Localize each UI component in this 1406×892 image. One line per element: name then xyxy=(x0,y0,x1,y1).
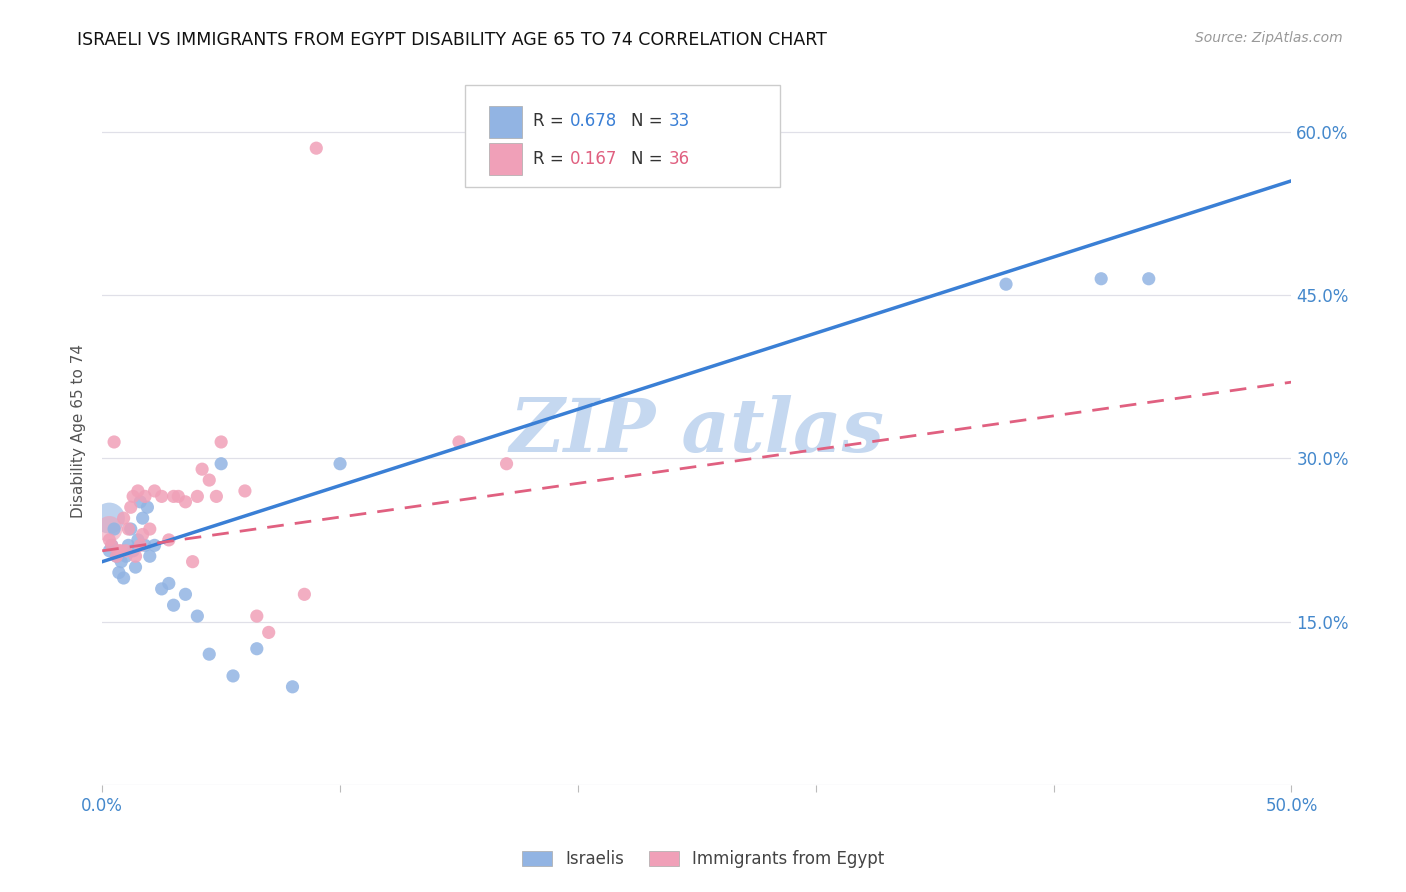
Text: R =: R = xyxy=(533,112,568,130)
Point xyxy=(162,598,184,612)
Text: 36: 36 xyxy=(668,150,689,168)
Y-axis label: Disability Age 65 to 74: Disability Age 65 to 74 xyxy=(72,344,86,518)
Point xyxy=(222,669,245,683)
Point xyxy=(305,141,328,155)
Point xyxy=(143,483,166,498)
Point xyxy=(209,434,232,449)
Point xyxy=(134,489,156,503)
Point xyxy=(110,543,132,558)
Point xyxy=(124,549,146,564)
Point xyxy=(246,641,269,656)
Point xyxy=(124,560,146,574)
Point xyxy=(139,549,162,564)
Point xyxy=(127,533,149,547)
Point xyxy=(129,495,152,509)
Point xyxy=(209,457,232,471)
Point xyxy=(131,527,153,541)
Text: 33: 33 xyxy=(668,112,689,130)
Point xyxy=(447,434,470,449)
Point xyxy=(98,533,121,547)
Point xyxy=(108,543,131,558)
Point xyxy=(186,489,208,503)
Point xyxy=(117,522,139,536)
Point xyxy=(103,522,125,536)
FancyBboxPatch shape xyxy=(489,106,522,137)
Point xyxy=(108,566,131,580)
Point xyxy=(995,277,1018,292)
Point xyxy=(157,576,180,591)
Point xyxy=(105,549,128,564)
Point xyxy=(257,625,280,640)
Point xyxy=(157,533,180,547)
Point xyxy=(120,522,142,536)
Point xyxy=(198,473,221,487)
Point xyxy=(174,495,197,509)
Text: Source: ZipAtlas.com: Source: ZipAtlas.com xyxy=(1195,31,1343,45)
Point xyxy=(103,434,125,449)
Text: N =: N = xyxy=(631,150,668,168)
Text: 0.167: 0.167 xyxy=(569,150,617,168)
Point xyxy=(122,543,145,558)
Point xyxy=(100,538,122,552)
Text: ISRAELI VS IMMIGRANTS FROM EGYPT DISABILITY AGE 65 TO 74 CORRELATION CHART: ISRAELI VS IMMIGRANTS FROM EGYPT DISABIL… xyxy=(77,31,827,49)
Point xyxy=(98,543,121,558)
Point xyxy=(198,647,221,661)
Text: N =: N = xyxy=(631,112,668,130)
Point xyxy=(329,457,352,471)
Point xyxy=(120,500,142,515)
Text: ZIP atlas: ZIP atlas xyxy=(509,395,884,467)
Point xyxy=(115,549,138,564)
Point xyxy=(495,457,517,471)
Point xyxy=(186,609,208,624)
Point xyxy=(143,538,166,552)
Point xyxy=(174,587,197,601)
Point xyxy=(150,582,173,596)
Point xyxy=(117,538,139,552)
Point xyxy=(105,549,128,564)
Point xyxy=(110,555,132,569)
Point xyxy=(246,609,269,624)
Text: 0.678: 0.678 xyxy=(569,112,617,130)
Point xyxy=(181,555,204,569)
Text: R =: R = xyxy=(533,150,568,168)
Legend: Israelis, Immigrants from Egypt: Israelis, Immigrants from Egypt xyxy=(515,844,891,875)
Point xyxy=(281,680,304,694)
Point xyxy=(127,483,149,498)
Point xyxy=(115,543,138,558)
Point xyxy=(100,538,122,552)
FancyBboxPatch shape xyxy=(489,144,522,175)
Point xyxy=(131,511,153,525)
Point xyxy=(134,538,156,552)
Point xyxy=(98,511,121,525)
Point xyxy=(136,500,159,515)
Point xyxy=(162,489,184,503)
Point xyxy=(1137,272,1160,286)
Point xyxy=(1090,272,1112,286)
Point xyxy=(205,489,228,503)
FancyBboxPatch shape xyxy=(465,85,780,187)
Point xyxy=(129,538,152,552)
Point xyxy=(167,489,190,503)
Point xyxy=(191,462,214,476)
Point xyxy=(112,571,135,585)
Point xyxy=(233,483,256,498)
Point xyxy=(139,522,162,536)
Point xyxy=(292,587,315,601)
Point xyxy=(112,511,135,525)
Point xyxy=(122,489,145,503)
Point xyxy=(98,522,121,536)
Point xyxy=(150,489,173,503)
